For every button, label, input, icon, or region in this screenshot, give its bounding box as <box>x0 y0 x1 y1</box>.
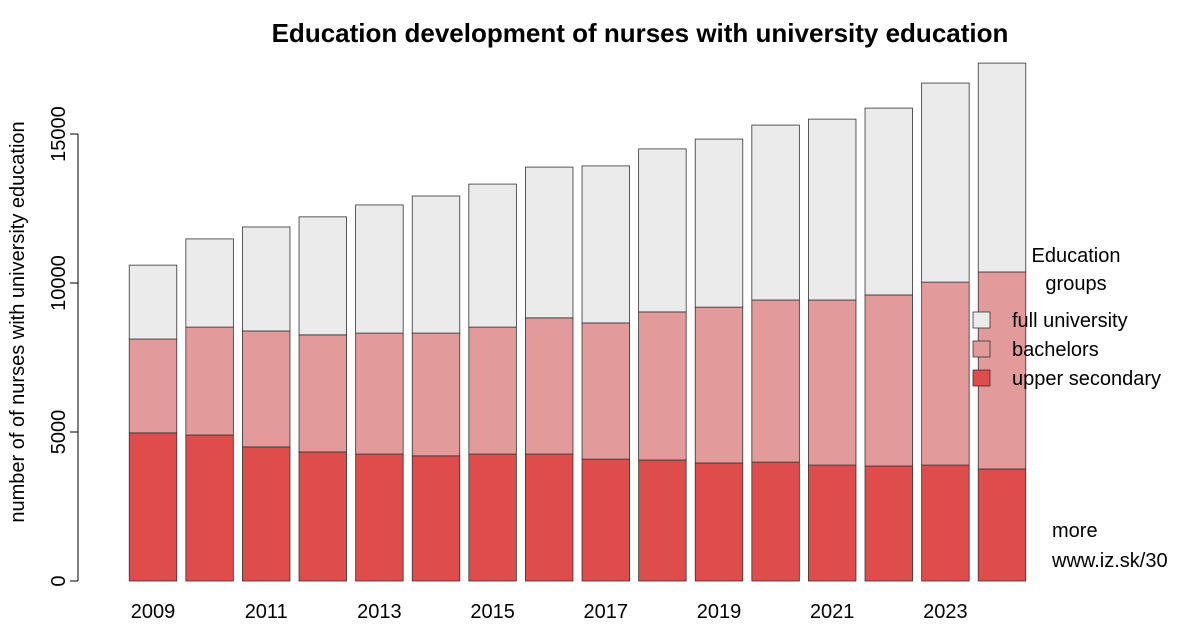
bar-segment <box>298 334 347 453</box>
x-tick-label: 2013 <box>357 601 402 623</box>
bar-segment <box>638 459 687 582</box>
y-tick-label: 15000 <box>48 106 70 162</box>
bar-segment <box>525 453 574 582</box>
legend-label: bachelors <box>1012 339 1099 361</box>
bar-segment <box>298 216 347 336</box>
y-tick-label: 0 <box>48 575 70 586</box>
bar-segment <box>581 322 630 460</box>
bar-segment <box>808 299 857 466</box>
bar-segment <box>355 332 404 455</box>
x-tick-label: 2011 <box>245 601 288 623</box>
bar-segment <box>638 311 687 461</box>
bar-segment <box>751 124 800 301</box>
bar-segment <box>242 226 291 332</box>
bar-segment <box>751 461 800 582</box>
bar-segment <box>185 434 234 582</box>
bar-segment <box>864 294 913 467</box>
bar-segment <box>355 204 404 334</box>
y-axis-title: number of of nurses with university educ… <box>7 121 29 522</box>
bar-segment <box>128 264 178 340</box>
bar-segment <box>128 432 178 582</box>
bar-segment <box>411 332 461 457</box>
y-tick-label: 10000 <box>48 255 70 311</box>
legend-swatch <box>972 340 991 358</box>
y-tick-label: 5000 <box>48 410 70 455</box>
bar-segment <box>411 195 461 334</box>
legend-title: groups <box>1045 273 1106 295</box>
bar-segment <box>864 107 913 296</box>
bar-segment <box>921 82 970 283</box>
bar-segment <box>355 453 404 582</box>
legend-swatch <box>972 369 991 387</box>
x-tick-label: 2017 <box>584 601 629 623</box>
x-tick-label: 2019 <box>697 601 742 623</box>
bar-segment <box>808 118 857 301</box>
bar-segment <box>977 62 1027 273</box>
bar-segment <box>977 468 1027 582</box>
x-tick-label: 2009 <box>131 601 176 623</box>
bar-segment <box>185 238 234 328</box>
bar-segment <box>694 306 744 464</box>
bar-segment <box>298 451 347 582</box>
bar-segment <box>694 138 744 308</box>
bar-segment <box>581 458 630 582</box>
bar-segment <box>468 326 517 455</box>
annotation: www.iz.sk/30 <box>1051 550 1168 572</box>
chart-title: Education development of nurses with uni… <box>272 18 1009 48</box>
legend-label: upper secondary <box>1012 368 1161 390</box>
bar-segment <box>638 148 687 313</box>
bar-segment <box>525 166 574 319</box>
bar-segment <box>128 338 178 434</box>
bar-segment <box>185 326 234 436</box>
bar-segment <box>242 330 291 448</box>
bar-segment <box>694 462 744 582</box>
legend-title: Education <box>1032 245 1121 267</box>
x-tick-label: 2015 <box>470 601 515 623</box>
x-tick-label: 2021 <box>810 601 855 623</box>
bar-segment <box>921 464 970 582</box>
bar-segment <box>864 465 913 582</box>
annotation: more <box>1052 520 1098 542</box>
x-tick-label: 2023 <box>923 601 968 623</box>
bar-segment <box>808 464 857 582</box>
legend-swatch <box>972 311 991 329</box>
bar-segment <box>581 165 630 324</box>
bar-segment <box>242 446 291 582</box>
bar-segment <box>468 183 517 328</box>
legend-label: full university <box>1012 310 1128 332</box>
bar-segment <box>411 455 461 582</box>
bar-segment <box>751 299 800 463</box>
bar-segment <box>525 317 574 455</box>
bar-segment <box>921 281 970 466</box>
bar-segment <box>468 453 517 582</box>
